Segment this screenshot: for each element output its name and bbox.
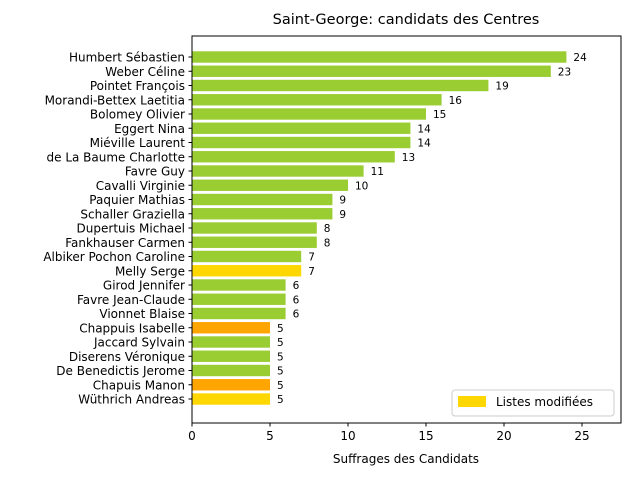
value-label: 5 [277, 351, 284, 363]
legend-swatch [458, 396, 486, 407]
category-label: De Benedictis Jerome [56, 364, 185, 378]
bar [192, 108, 426, 120]
value-label: 5 [277, 380, 284, 392]
value-label: 5 [277, 323, 284, 335]
bar [192, 222, 317, 234]
category-label: Humbert Sébastien [69, 51, 185, 65]
category-label: Melly Serge [115, 264, 185, 278]
bar [192, 122, 411, 134]
category-label: Favre Guy [125, 165, 185, 179]
bar [192, 322, 270, 334]
value-label: 6 [293, 294, 300, 306]
category-label: Dupertuis Michael [77, 222, 185, 236]
legend: Listes modifiées [451, 389, 615, 417]
bar [192, 193, 333, 206]
plot-frame [191, 35, 622, 424]
bar [192, 51, 567, 63]
value-label: 7 [308, 266, 315, 278]
bar [192, 293, 286, 305]
value-label: 15 [433, 109, 446, 121]
bar [192, 265, 302, 277]
x-tick-label: 25 [574, 429, 589, 443]
x-axis-title: Suffrages des Candidats [333, 452, 479, 466]
category-label: Paquier Mathias [89, 193, 185, 207]
bar [192, 393, 270, 405]
x-tick-label: 15 [418, 429, 433, 443]
value-label: 5 [277, 337, 284, 349]
category-label: Schaller Graziella [80, 207, 185, 221]
category-label: Favre Jean-Claude [77, 293, 185, 307]
category-label: de La Baume Charlotte [47, 150, 186, 164]
x-tick-label: 20 [496, 429, 511, 443]
legend-label: Listes modifiées [496, 395, 593, 409]
category-label: Vionnet Blaise [99, 307, 185, 321]
category-label: Albiker Pochon Caroline [43, 250, 185, 264]
bar [192, 151, 395, 163]
category-label: Pointet François [90, 79, 185, 93]
value-label: 6 [293, 309, 300, 321]
category-label: Chapuis Manon [93, 378, 185, 392]
value-label: 7 [308, 252, 315, 264]
x-tick-label: 5 [266, 429, 274, 443]
bar [192, 65, 551, 77]
bar [192, 250, 302, 263]
x-tick-label: 0 [188, 429, 196, 443]
chart-title: Saint-George: candidats des Centres [273, 12, 540, 28]
x-tick-label: 10 [340, 429, 355, 443]
value-label: 9 [339, 209, 346, 221]
category-label: Cavalli Virginie [96, 179, 185, 193]
bar [192, 364, 270, 377]
value-label: 24 [573, 52, 587, 64]
value-label: 19 [495, 81, 508, 93]
category-label: Girod Jennifer [103, 279, 185, 293]
value-label: 5 [277, 366, 284, 378]
bar [192, 136, 411, 149]
value-label: 5 [277, 394, 284, 406]
value-label: 8 [324, 237, 331, 249]
category-label: Jaccard Sylvain [93, 336, 185, 350]
value-label: 10 [355, 180, 368, 192]
value-label: 23 [558, 66, 571, 78]
bar [192, 307, 286, 320]
value-label: 13 [402, 152, 415, 164]
bar [192, 165, 364, 177]
bar [192, 79, 489, 92]
category-label: Miéville Laurent [90, 136, 186, 150]
category-label: Chappuis Isabelle [79, 321, 185, 335]
value-label: 16 [449, 95, 463, 107]
category-label: Bolomey Olivier [90, 108, 185, 122]
bar [192, 179, 348, 191]
category-label: Weber Céline [105, 65, 185, 79]
bar [192, 208, 333, 220]
category-label: Diserens Véronique [69, 350, 185, 364]
value-label: 14 [417, 138, 431, 150]
category-label: Wüthrich Andreas [78, 393, 185, 407]
category-label: Eggert Nina [114, 122, 185, 136]
bar [192, 279, 286, 291]
value-label: 11 [371, 166, 384, 178]
value-label: 14 [417, 123, 431, 135]
value-label: 6 [293, 280, 300, 292]
category-label: Morandi-Bettex Laetitia [45, 93, 185, 107]
value-label: 8 [324, 223, 331, 235]
bar [192, 94, 442, 106]
x-axis-ticks: 0 5 10 15 20 25 [188, 423, 590, 443]
category-label: Fankhauser Carmen [65, 236, 185, 250]
bar [192, 236, 317, 248]
bar [192, 336, 270, 348]
legend-box [451, 389, 615, 417]
value-label: 9 [339, 195, 346, 207]
bar [192, 379, 270, 391]
bar [192, 350, 270, 362]
bars-group [192, 51, 567, 405]
